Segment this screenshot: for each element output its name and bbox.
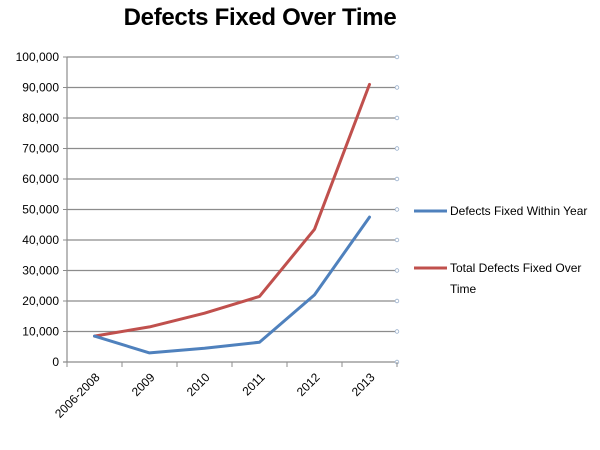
y-tick-label: 80,000 (22, 111, 59, 125)
gridline-end-marker (394, 176, 400, 182)
y-tick-label: 50,000 (22, 203, 59, 217)
y-tick-label: 40,000 (22, 233, 59, 247)
y-tick-label: 0 (52, 355, 59, 369)
x-axis-tick-labels: 2006-2008 2009 2010 2011 2012 2013 (52, 370, 378, 421)
gridline-end-marker (394, 298, 400, 304)
y-tick-label: 30,000 (22, 264, 59, 278)
legend-label: Defects Fixed Within Year (450, 204, 587, 218)
gridline-end-marker (394, 54, 400, 60)
y-tick-label: 10,000 (22, 325, 59, 339)
gridline-end-marker (394, 237, 400, 243)
legend-label: Total Defects Fixed Over Time (450, 261, 581, 296)
y-tick-label: 20,000 (22, 294, 59, 308)
x-tick-label: 2010 (184, 370, 213, 399)
chart-title: Defects Fixed Over Time (123, 4, 397, 31)
gridline-end-marker (394, 268, 400, 273)
x-tick-label: 2009 (129, 370, 158, 399)
y-tick-label: 60,000 (22, 172, 59, 186)
y-axis-tick-labels: 0 10,000 20,000 30,000 40,000 50,000 60,000 70,… (16, 50, 60, 369)
x-tick-label: 2013 (349, 370, 378, 399)
x-tick-label: 2006-2008 (52, 370, 103, 421)
gridline-end-marker (394, 207, 400, 212)
x-tick-label: 2011 (239, 370, 267, 398)
y-tick-label: 70,000 (22, 142, 59, 156)
gridlines (63, 54, 400, 334)
gridline-end-marker (394, 115, 400, 121)
gridline-end-marker (394, 85, 400, 90)
axes (63, 57, 400, 367)
y-tick-label: 90,000 (22, 81, 59, 95)
gridline-end-marker (394, 329, 400, 334)
legend: Defects Fixed Within Year Total Defects F… (414, 204, 587, 296)
series-line (93, 82, 371, 338)
series-line (93, 215, 371, 355)
series-lines (93, 82, 371, 355)
y-tick-label: 100,000 (16, 50, 60, 64)
gridline-end-marker (394, 146, 400, 151)
x-tick-label: 2012 (294, 370, 323, 399)
